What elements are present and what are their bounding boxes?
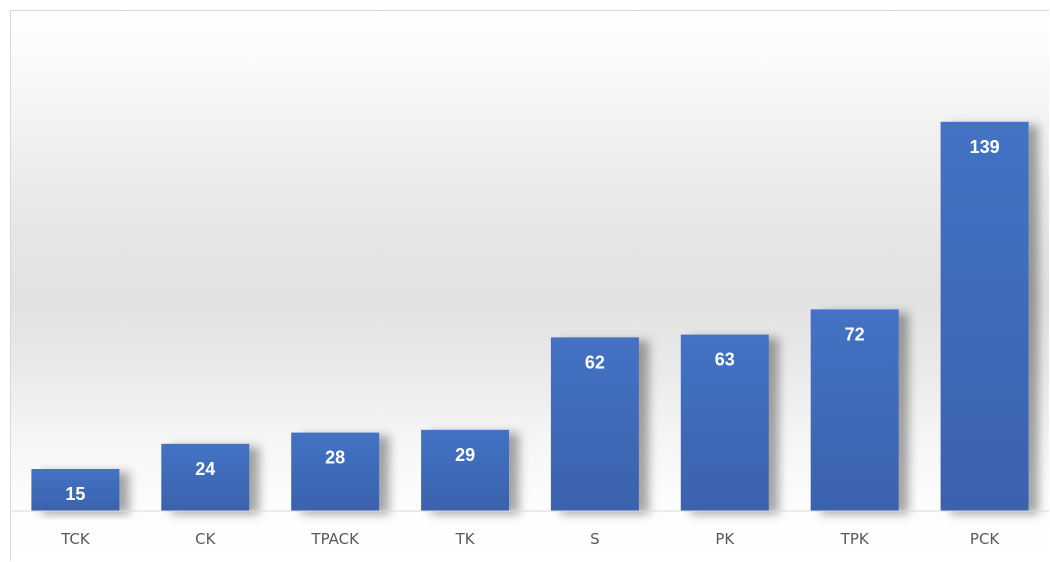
bar-tk <box>421 429 510 511</box>
bar-tpack <box>291 432 380 511</box>
x-tick-label-pk: PK <box>715 530 735 548</box>
x-tick-labels-layer: TCK CK TPACK TK S PK TPK PCK <box>60 530 1000 548</box>
x-tick-label-tpk: TPK <box>840 530 870 548</box>
x-tick-label-ck: CK <box>195 530 216 548</box>
bar-tck <box>31 469 120 511</box>
bar-chart: 15 24 28 29 62 63 72 139 TCK CK TPACK TK S PK TPK PCK <box>11 121 1049 548</box>
x-tick-label-s: S <box>590 530 600 548</box>
bar-ck <box>161 443 250 511</box>
data-label-tpk: 72 <box>845 324 865 344</box>
data-label-tck: 15 <box>65 484 85 504</box>
data-label-pck: 139 <box>970 137 1000 157</box>
data-label-tk: 29 <box>455 445 475 465</box>
bar-pck <box>940 121 1029 512</box>
x-tick-label-tk: TK <box>455 530 476 548</box>
bar-tpk <box>810 309 899 511</box>
x-tick-label-tck: TCK <box>60 530 91 548</box>
chart-area: 15 24 28 29 62 63 72 139 TCK CK TPACK TK S PK TPK PCK <box>10 10 1049 561</box>
bar-pk <box>680 334 769 511</box>
bars-layer <box>31 121 1029 512</box>
data-label-pk: 63 <box>715 350 735 370</box>
x-tick-label-pck: PCK <box>970 530 1001 548</box>
data-label-s: 62 <box>585 352 605 372</box>
x-tick-label-tpack: TPACK <box>310 530 360 548</box>
data-label-ck: 24 <box>195 459 215 479</box>
data-labels-layer: 15 24 28 29 62 63 72 139 <box>65 137 999 504</box>
data-label-tpack: 28 <box>325 448 345 468</box>
bar-s <box>550 337 639 511</box>
